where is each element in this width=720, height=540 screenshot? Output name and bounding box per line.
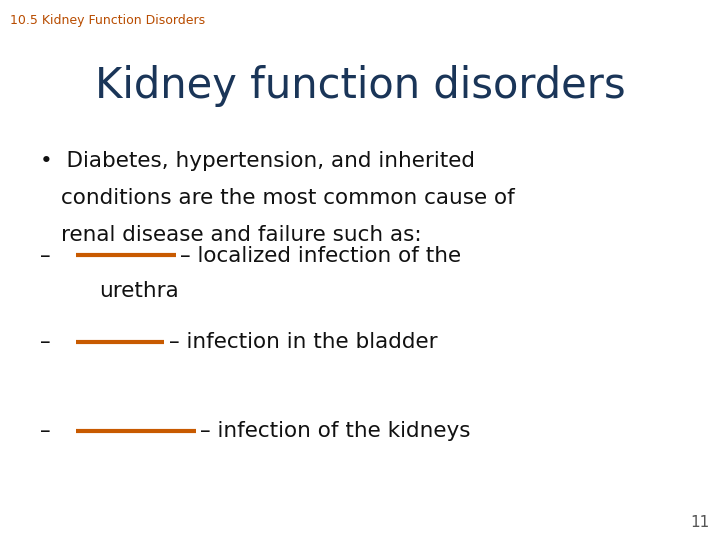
Text: –: – xyxy=(40,332,50,352)
Text: –: – xyxy=(40,246,50,266)
Text: renal disease and failure such as:: renal disease and failure such as: xyxy=(61,225,422,245)
Text: –: – xyxy=(40,421,50,441)
Text: 11: 11 xyxy=(690,515,709,530)
Text: – infection of the kidneys: – infection of the kidneys xyxy=(200,421,471,441)
Text: – infection in the bladder: – infection in the bladder xyxy=(169,332,438,352)
Text: 10.5 Kidney Function Disorders: 10.5 Kidney Function Disorders xyxy=(10,14,205,27)
Text: – localized infection of the: – localized infection of the xyxy=(180,246,461,266)
Text: urethra: urethra xyxy=(99,281,179,301)
Text: Kidney function disorders: Kidney function disorders xyxy=(95,65,625,107)
Text: •  Diabetes, hypertension, and inherited: • Diabetes, hypertension, and inherited xyxy=(40,151,474,171)
Text: conditions are the most common cause of: conditions are the most common cause of xyxy=(61,188,515,208)
